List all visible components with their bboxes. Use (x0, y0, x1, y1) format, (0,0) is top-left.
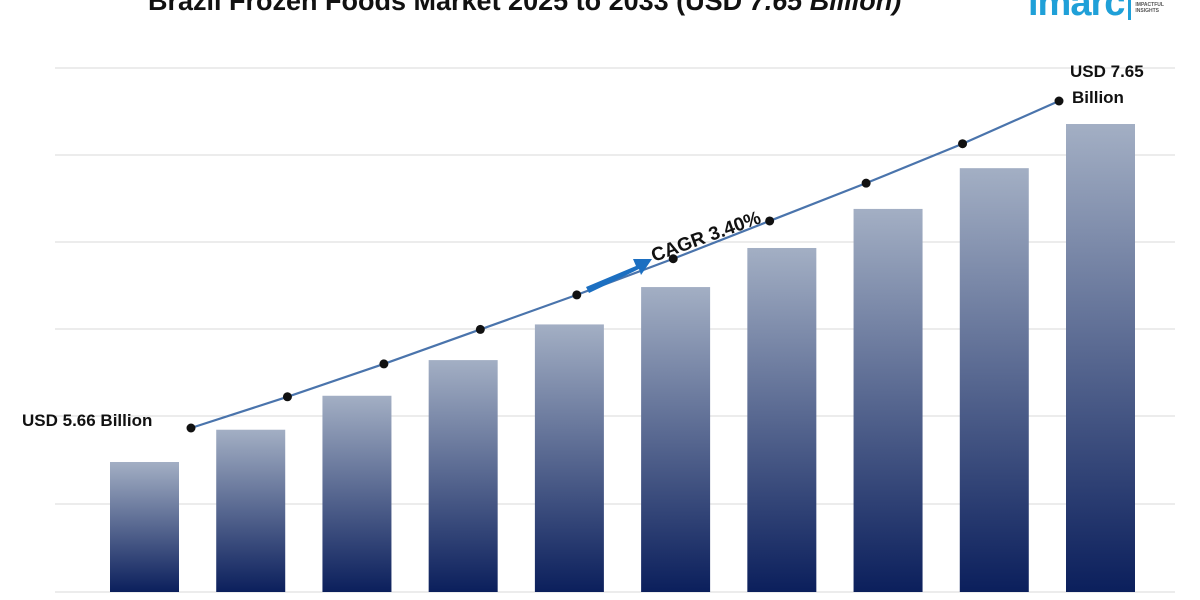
trend-point (861, 178, 871, 188)
trend-point (282, 392, 292, 402)
cagr-label: CAGR 3.40% (649, 208, 764, 267)
chart-title: Brazil Frozen Foods Market 2025 to 2033 … (148, 0, 901, 17)
bar (428, 360, 498, 592)
trend-point (475, 324, 485, 334)
bar (853, 208, 923, 592)
bar (1066, 124, 1135, 592)
trend-line-group (186, 96, 1064, 433)
cagr-arrow (586, 259, 652, 293)
trend-point (379, 359, 389, 369)
trend-point (958, 139, 968, 149)
start-value-label: USD 5.66 Billion (22, 411, 152, 430)
trend-point (1054, 96, 1064, 106)
trend-point (572, 290, 582, 300)
cagr-arrow-group (586, 259, 652, 293)
bar (534, 324, 604, 592)
logo-tagline: IMPACTFUL INSIGHTS (1135, 2, 1164, 14)
trend-line (190, 99, 1060, 430)
logo-tagline-line1: IMPACTFUL (1135, 2, 1164, 8)
bar (747, 247, 817, 593)
logo-tagline-line2: INSIGHTS (1135, 8, 1160, 14)
chart-title-main: Brazil Frozen Foods Market 2025 to 2033 … (148, 0, 750, 16)
trend-point (765, 216, 775, 226)
imarc-logo: imarc IMPACTFUL INSIGHTS (1028, 0, 1164, 22)
logo-wordmark: imarc (1028, 0, 1125, 24)
bar (959, 168, 1029, 592)
end-value-label-line2: Billion (1072, 88, 1124, 107)
trend-point (186, 423, 196, 433)
chart-title-value: 7.65 Billion) (749, 0, 902, 16)
trend-point (668, 254, 678, 264)
bars (110, 124, 1135, 593)
bar (110, 462, 179, 592)
bar (322, 395, 392, 592)
logo-divider (1128, 0, 1132, 20)
bar (641, 287, 711, 592)
bar (216, 429, 286, 592)
end-value-label-line1: USD 7.65 (1070, 62, 1144, 81)
